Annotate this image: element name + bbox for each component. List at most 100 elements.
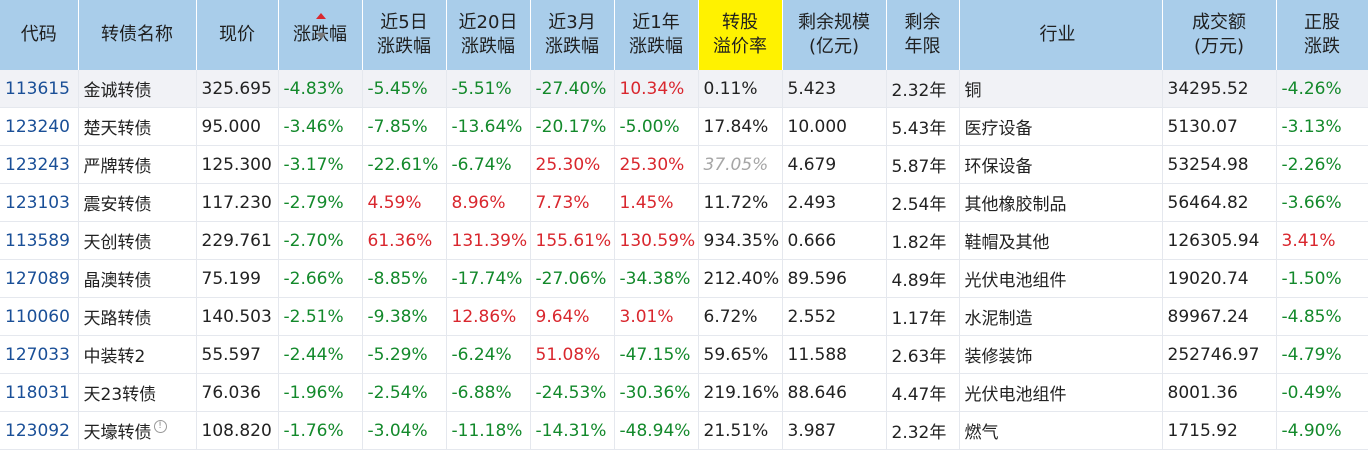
cell-name-value: 金诚转债	[83, 81, 152, 101]
table-row[interactable]: 127089 晶澳转债 75.199 -2.66% -8.85% -17.74% -27.0…	[0, 259, 1368, 298]
cell-code-value: 113589	[5, 230, 70, 251]
column-header-chg[interactable]: 涨跌幅	[278, 0, 363, 70]
cell-code[interactable]: 113589	[0, 221, 79, 260]
table-row[interactable]: 113589 天创转债 229.761 -2.70% 61.36% 131.39% 155.…	[0, 221, 1368, 260]
cell-stock_chg: 3.41%	[1276, 221, 1368, 260]
cell-price-value: 108.820	[201, 420, 272, 441]
table-header: 代码转债名称现价涨跌幅近5日涨跌幅近20日涨跌幅近3月涨跌幅近1年涨跌幅转股溢价…	[0, 0, 1368, 70]
cell-code-value: 113615	[5, 78, 70, 99]
column-header-code[interactable]: 代码	[0, 0, 79, 70]
column-header-label: 剩余规模	[798, 12, 870, 33]
cell-chg5-value: 4.59%	[367, 192, 422, 213]
cell-name[interactable]: 天23转债	[78, 373, 197, 412]
cell-premium-value: 934.35%	[703, 230, 780, 251]
cell-chg20: -13.64%	[446, 107, 531, 146]
cell-name[interactable]: 天创转债	[78, 221, 197, 260]
cell-code-value: 110060	[5, 306, 70, 327]
cell-premium: 6.72%	[698, 297, 783, 336]
column-header-turnover[interactable]: 成交额 (万元)	[1162, 0, 1277, 70]
cell-name-value: 中装转2	[83, 347, 146, 367]
column-header-chg1y[interactable]: 近1年 涨跌幅	[614, 0, 699, 70]
cell-chg20-value: 12.86%	[451, 306, 517, 327]
table-row[interactable]: 127033 中装转2 55.597 -2.44% -5.29% -6.24% 51.08%…	[0, 335, 1368, 374]
cell-stock_chg-value: -0.49%	[1281, 382, 1342, 403]
cell-turnover: 252746.97	[1162, 335, 1277, 374]
column-header-chg5[interactable]: 近5日 涨跌幅	[362, 0, 447, 70]
column-header-remain_size[interactable]: 剩余规模 (亿元)	[782, 0, 887, 70]
cell-chg20-value: -6.24%	[451, 344, 512, 365]
cell-industry-value: 鞋帽及其他	[964, 233, 1050, 253]
cell-remain_size-value: 10.000	[787, 116, 847, 137]
table-row[interactable]: 113615 金诚转债 325.695 -4.83% -5.45% -5.51% -27.4…	[0, 70, 1368, 108]
column-header-label: 涨跌幅	[629, 36, 683, 57]
table-row[interactable]: 123092 天壕转债! 108.820 -1.76% -3.04% -11.18% -14…	[0, 411, 1368, 450]
cell-stock_chg: -4.85%	[1276, 297, 1368, 336]
cell-name[interactable]: 楚天转债	[78, 107, 197, 146]
cell-chg3m-value: -24.53%	[535, 382, 607, 403]
cell-industry-value: 水泥制造	[964, 309, 1033, 329]
cell-code[interactable]: 127089	[0, 259, 79, 298]
cell-code[interactable]: 127033	[0, 335, 79, 374]
cell-chg3m-value: 155.61%	[535, 230, 612, 251]
column-header-remain_years[interactable]: 剩余 年限	[886, 0, 960, 70]
cell-price: 117.230	[196, 183, 279, 222]
cell-name[interactable]: 金诚转债	[78, 70, 197, 108]
cell-name-value: 天路转债	[83, 309, 152, 329]
cell-stock_chg: -4.79%	[1276, 335, 1368, 374]
cell-name[interactable]: 中装转2	[78, 335, 197, 374]
cell-name[interactable]: 严牌转债	[78, 145, 197, 184]
cell-industry: 装修装饰	[959, 335, 1163, 374]
cell-name[interactable]: 晶澳转债	[78, 259, 197, 298]
info-icon[interactable]: !	[153, 420, 167, 433]
cell-name[interactable]: 震安转债	[78, 183, 197, 222]
cell-remain_years-value: 4.47年	[891, 385, 947, 405]
cell-code[interactable]: 110060	[0, 297, 79, 336]
cell-turnover: 89967.24	[1162, 297, 1277, 336]
cell-remain_size-value: 0.666	[787, 230, 837, 251]
cell-chg: -4.83%	[278, 70, 363, 108]
cell-premium-value: 11.72%	[703, 192, 769, 213]
cell-remain_years-value: 2.32年	[891, 81, 947, 101]
cell-name[interactable]: 天路转债	[78, 297, 197, 336]
table-row[interactable]: 118031 天23转债 76.036 -1.96% -2.54% -6.88% -24.5…	[0, 373, 1368, 412]
cell-industry: 铜	[959, 70, 1163, 108]
cell-code[interactable]: 118031	[0, 373, 79, 412]
cell-premium: 21.51%	[698, 411, 783, 450]
cell-price: 75.199	[196, 259, 279, 298]
cell-chg1y-value: 25.30%	[619, 154, 685, 175]
cell-code-value: 123243	[5, 154, 70, 175]
cell-code[interactable]: 113615	[0, 70, 79, 108]
cell-code[interactable]: 123092	[0, 411, 79, 450]
cell-code[interactable]: 123243	[0, 145, 79, 184]
cell-code[interactable]: 123103	[0, 183, 79, 222]
column-header-stock_chg[interactable]: 正股 涨跌	[1276, 0, 1368, 70]
column-header-chg20[interactable]: 近20日 涨跌幅	[446, 0, 531, 70]
column-header-premium[interactable]: 转股 溢价率	[698, 0, 783, 70]
table-row[interactable]: 123103 震安转债 117.230 -2.79% 4.59% 8.96% 7.73% 1.…	[0, 183, 1368, 222]
cell-stock_chg: -2.26%	[1276, 145, 1368, 184]
cell-turnover: 8001.36	[1162, 373, 1277, 412]
cell-chg5: -22.61%	[362, 145, 447, 184]
column-header-chg3m[interactable]: 近3月 涨跌幅	[530, 0, 615, 70]
cell-remain_years: 5.43年	[886, 107, 960, 146]
table-row[interactable]: 123240 楚天转债 95.000 -3.46% -7.85% -13.64% -20.1…	[0, 107, 1368, 146]
cell-chg3m: 155.61%	[530, 221, 615, 260]
column-header-label: 涨跌幅	[461, 36, 515, 57]
cell-premium-value: 212.40%	[703, 268, 780, 289]
cell-price: 229.761	[196, 221, 279, 260]
cell-turnover-value: 252746.97	[1167, 344, 1260, 365]
cell-remain_size-value: 2.493	[787, 192, 837, 213]
column-header-industry[interactable]: 行业	[959, 0, 1163, 70]
cell-code[interactable]: 123240	[0, 107, 79, 146]
table-row[interactable]: 123243 严牌转债 125.300 -3.17% -22.61% -6.74% 25.3…	[0, 145, 1368, 184]
column-header-label: 涨跌	[1304, 36, 1340, 57]
column-header-name[interactable]: 转债名称	[78, 0, 197, 70]
cell-industry-value: 装修装饰	[964, 347, 1033, 367]
column-header-price[interactable]: 现价	[196, 0, 279, 70]
table-row[interactable]: 110060 天路转债 140.503 -2.51% -9.38% 12.86% 9.64%…	[0, 297, 1368, 336]
cell-price: 76.036	[196, 373, 279, 412]
cell-chg20-value: -17.74%	[451, 268, 523, 289]
cell-turnover-value: 19020.74	[1167, 268, 1249, 289]
cell-code-value: 123092	[5, 420, 70, 441]
cell-name[interactable]: 天壕转债!	[78, 411, 197, 450]
